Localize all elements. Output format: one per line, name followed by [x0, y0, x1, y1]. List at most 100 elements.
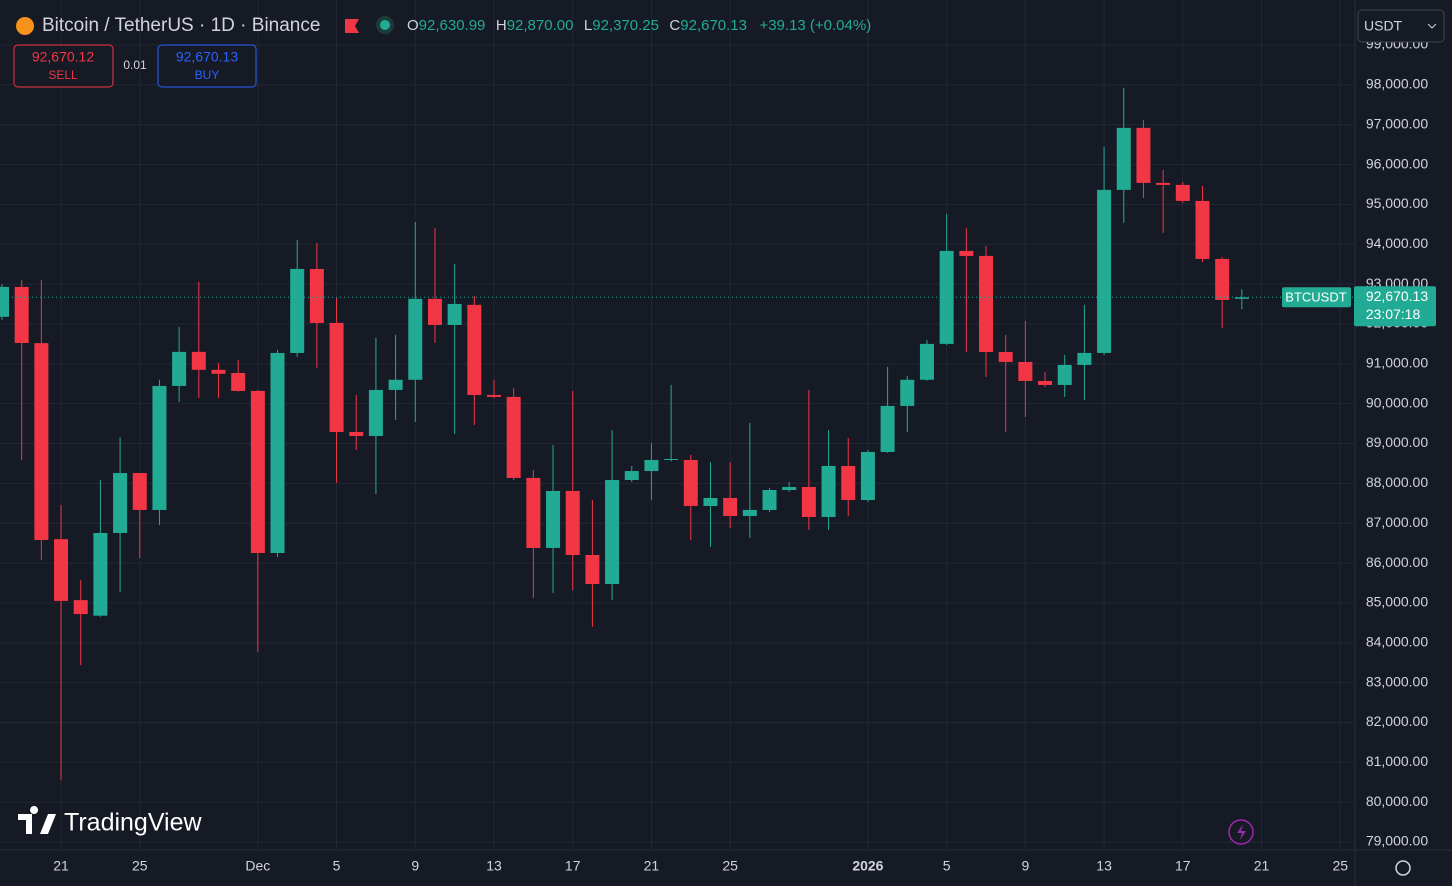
candle-body — [250, 390, 265, 553]
x-tick-label: 21 — [53, 858, 69, 874]
y-tick-label: 87,000.00 — [1366, 514, 1428, 530]
candle-body — [487, 394, 501, 397]
x-tick-label: 21 — [1254, 858, 1270, 874]
candle-body — [506, 396, 521, 478]
symbol-tag-label: BTCUSDT — [1285, 290, 1346, 305]
sell-button[interactable]: 92,670.12 SELL — [13, 44, 114, 88]
y-tick-label: 79,000.00 — [1366, 833, 1428, 849]
y-tick-label: 82,000.00 — [1366, 713, 1428, 729]
candle-body — [841, 465, 856, 500]
open-label: O — [407, 17, 419, 34]
price-tag-label: 92,670.13 — [1366, 288, 1428, 304]
y-tick-label: 81,000.00 — [1366, 753, 1428, 769]
sell-price[interactable]: 92,670.12 — [32, 49, 94, 65]
ohlc: O92,630.99 H92,870.00 L92,370.25 C92,670… — [407, 17, 871, 34]
x-tick-label: 5 — [943, 858, 951, 874]
candle-body — [1136, 127, 1151, 183]
flag-icon[interactable] — [345, 19, 359, 33]
logo-text: TradingView — [64, 809, 203, 837]
buy-price[interactable]: 92,670.13 — [176, 49, 238, 65]
candle-body — [1038, 380, 1053, 385]
sell-box[interactable] — [13, 44, 114, 88]
x-tick-label: 25 — [722, 858, 738, 874]
candle-body — [1018, 361, 1033, 381]
low-value: 92,370.25 — [592, 17, 659, 34]
currency-box[interactable] — [1357, 9, 1445, 43]
candle-body — [959, 250, 974, 256]
x-tick-label: 17 — [565, 858, 581, 874]
buy-label[interactable]: BUY — [195, 68, 220, 82]
currency-selector[interactable]: USDT — [1357, 9, 1445, 43]
countdown: 23:07:18 — [1366, 306, 1421, 322]
candle-body — [172, 351, 187, 386]
high-value: 92,870.00 — [507, 17, 574, 34]
candle-body — [801, 486, 816, 517]
coin-icon — [16, 17, 34, 35]
candle-body — [54, 539, 69, 601]
candle-body — [447, 303, 462, 325]
buy-box[interactable] — [157, 44, 257, 88]
y-tick-label: 80,000.00 — [1366, 793, 1428, 809]
close-label: C — [669, 17, 680, 34]
candle-body — [211, 369, 226, 374]
candle-body — [624, 471, 639, 480]
y-tick-label: 86,000.00 — [1366, 554, 1428, 570]
buy-button[interactable]: 92,670.13 BUY — [157, 44, 257, 88]
x-tick-label: 5 — [333, 858, 341, 874]
dropdown-arrow[interactable] — [1427, 23, 1437, 29]
candle-body — [1215, 258, 1230, 300]
candle-body — [368, 389, 383, 436]
candle-body — [526, 477, 541, 548]
high-label: H — [496, 17, 507, 34]
candle-body — [270, 352, 285, 553]
candle-body — [979, 255, 993, 352]
candle-body — [93, 532, 108, 616]
candle-body — [73, 600, 88, 615]
y-tick-label: 83,000.00 — [1366, 673, 1428, 689]
candle-body — [132, 473, 147, 510]
logo-mark — [18, 806, 56, 834]
candle-body — [1097, 189, 1112, 353]
settings-button[interactable] — [1395, 860, 1411, 876]
sell-label[interactable]: SELL — [48, 68, 78, 82]
y-tick-label: 96,000.00 — [1366, 155, 1428, 171]
candle-body — [1175, 184, 1190, 201]
candle-body — [546, 490, 561, 548]
x-tick-label: 2026 — [852, 858, 883, 874]
symbol-tag — [1282, 287, 1351, 308]
candle-body — [762, 489, 777, 510]
x-tick-label: 9 — [411, 858, 419, 874]
y-tick-label: 98,000.00 — [1366, 76, 1428, 92]
candle-body — [231, 372, 246, 391]
candle-body — [880, 405, 895, 452]
y-tick-label: 89,000.00 — [1366, 434, 1428, 450]
low-label: L — [584, 17, 592, 34]
y-tick-label: 91,000.00 — [1366, 355, 1428, 371]
open-value: 92,630.99 — [419, 17, 486, 34]
candle-body — [309, 268, 324, 323]
candle-body — [427, 298, 442, 325]
lightning-button[interactable] — [1228, 819, 1254, 845]
close-value: 92,670.13 — [680, 17, 747, 34]
candle-body — [14, 286, 29, 343]
price-tag — [1354, 286, 1436, 327]
candle-body — [1077, 352, 1092, 365]
y-tick-label: 97,000.00 — [1366, 115, 1428, 131]
y-tick-label: 85,000.00 — [1366, 594, 1428, 610]
y-tick-label: 94,000.00 — [1366, 235, 1428, 251]
lightning-icon[interactable] — [1237, 824, 1246, 840]
candle-body — [939, 250, 954, 344]
x-tick-label: 17 — [1175, 858, 1191, 874]
candle-body — [34, 343, 49, 540]
currency-label[interactable]: USDT — [1364, 18, 1403, 34]
candle-body — [782, 486, 797, 490]
candle-body — [349, 431, 364, 436]
candle-body — [1116, 127, 1131, 190]
candle-body — [1156, 182, 1171, 185]
candle-body — [742, 509, 757, 516]
candle-body — [388, 379, 403, 390]
candle-body — [152, 385, 167, 510]
candle-body — [329, 322, 344, 432]
